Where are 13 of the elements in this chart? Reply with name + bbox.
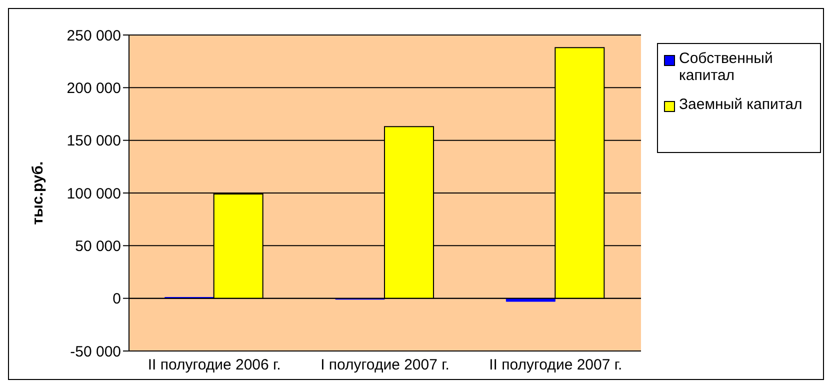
legend-label: Собственный капитал	[679, 50, 774, 84]
legend-label: Заемный капитал	[679, 96, 802, 113]
x-tick-label: II полугодие 2007 г.	[489, 356, 622, 374]
y-tick-label: 200 000	[66, 80, 121, 97]
y-tick-label: 50 000	[75, 238, 121, 255]
y-tick-label: -50 000	[70, 343, 121, 360]
y-tick-label: 250 000	[66, 27, 121, 44]
x-tick-label: I полугодие 2007 г.	[320, 356, 450, 374]
y-tick-label: 100 000	[66, 185, 121, 202]
y-axis-title: тыс.руб.	[29, 161, 46, 225]
x-tick-label: II полугодие 2006 г.	[148, 356, 281, 374]
y-tick-label: 150 000	[66, 132, 121, 150]
y-tick-label: 0	[112, 290, 121, 308]
